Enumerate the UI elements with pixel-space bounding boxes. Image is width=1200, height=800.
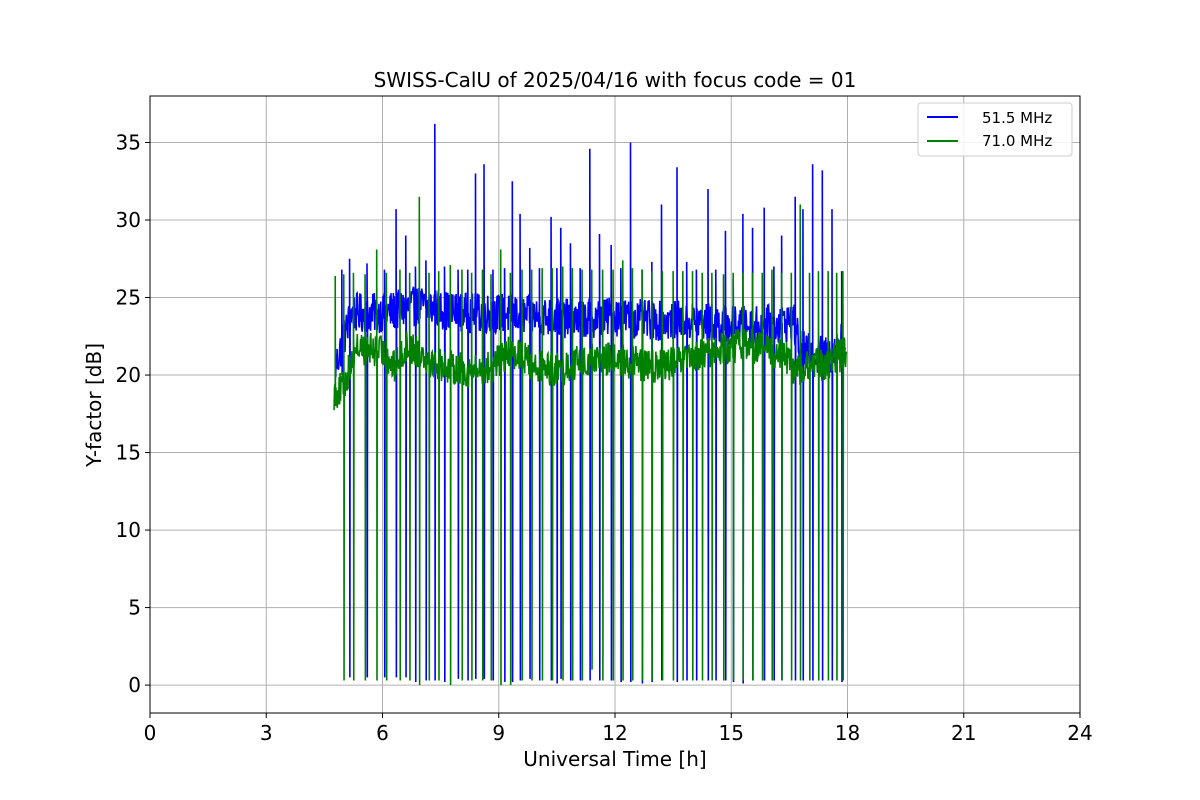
chart-title: SWISS-CalU of 2025/04/16 with focus code… (374, 68, 857, 92)
y-tick-label: 25 (116, 286, 141, 310)
x-tick-label: 3 (260, 721, 273, 745)
series-line (333, 196, 848, 686)
x-axis-title: Universal Time [h] (523, 747, 706, 771)
y-tick-label: 15 (116, 441, 141, 465)
legend-label: 71.0 MHz (982, 132, 1052, 150)
y-tick-label: 35 (116, 131, 141, 155)
x-tick-label: 21 (951, 721, 976, 745)
x-tick-label: 12 (602, 721, 627, 745)
y-axis: 0 5 10 15 20 25 30 35 (116, 131, 150, 697)
x-tick-label: 0 (144, 721, 157, 745)
x-tick-label: 18 (835, 721, 860, 745)
x-axis: 0 3 6 9 12 15 18 21 24 (144, 713, 1093, 745)
y-tick-label: 30 (116, 208, 141, 232)
series-layer (333, 123, 848, 686)
x-tick-label: 6 (376, 721, 389, 745)
legend: 51.5 MHz 71.0 MHz (917, 102, 1073, 157)
y-tick-label: 10 (116, 518, 141, 542)
y-tick-label: 0 (128, 673, 141, 697)
y-tick-label: 5 (128, 596, 141, 620)
legend-label: 51.5 MHz (982, 109, 1052, 127)
y-tick-label: 20 (116, 363, 141, 387)
x-tick-label: 9 (492, 721, 505, 745)
y-axis-title: Y-factor [dB] (82, 343, 106, 468)
x-tick-label: 24 (1067, 721, 1092, 745)
x-tick-label: 15 (719, 721, 744, 745)
